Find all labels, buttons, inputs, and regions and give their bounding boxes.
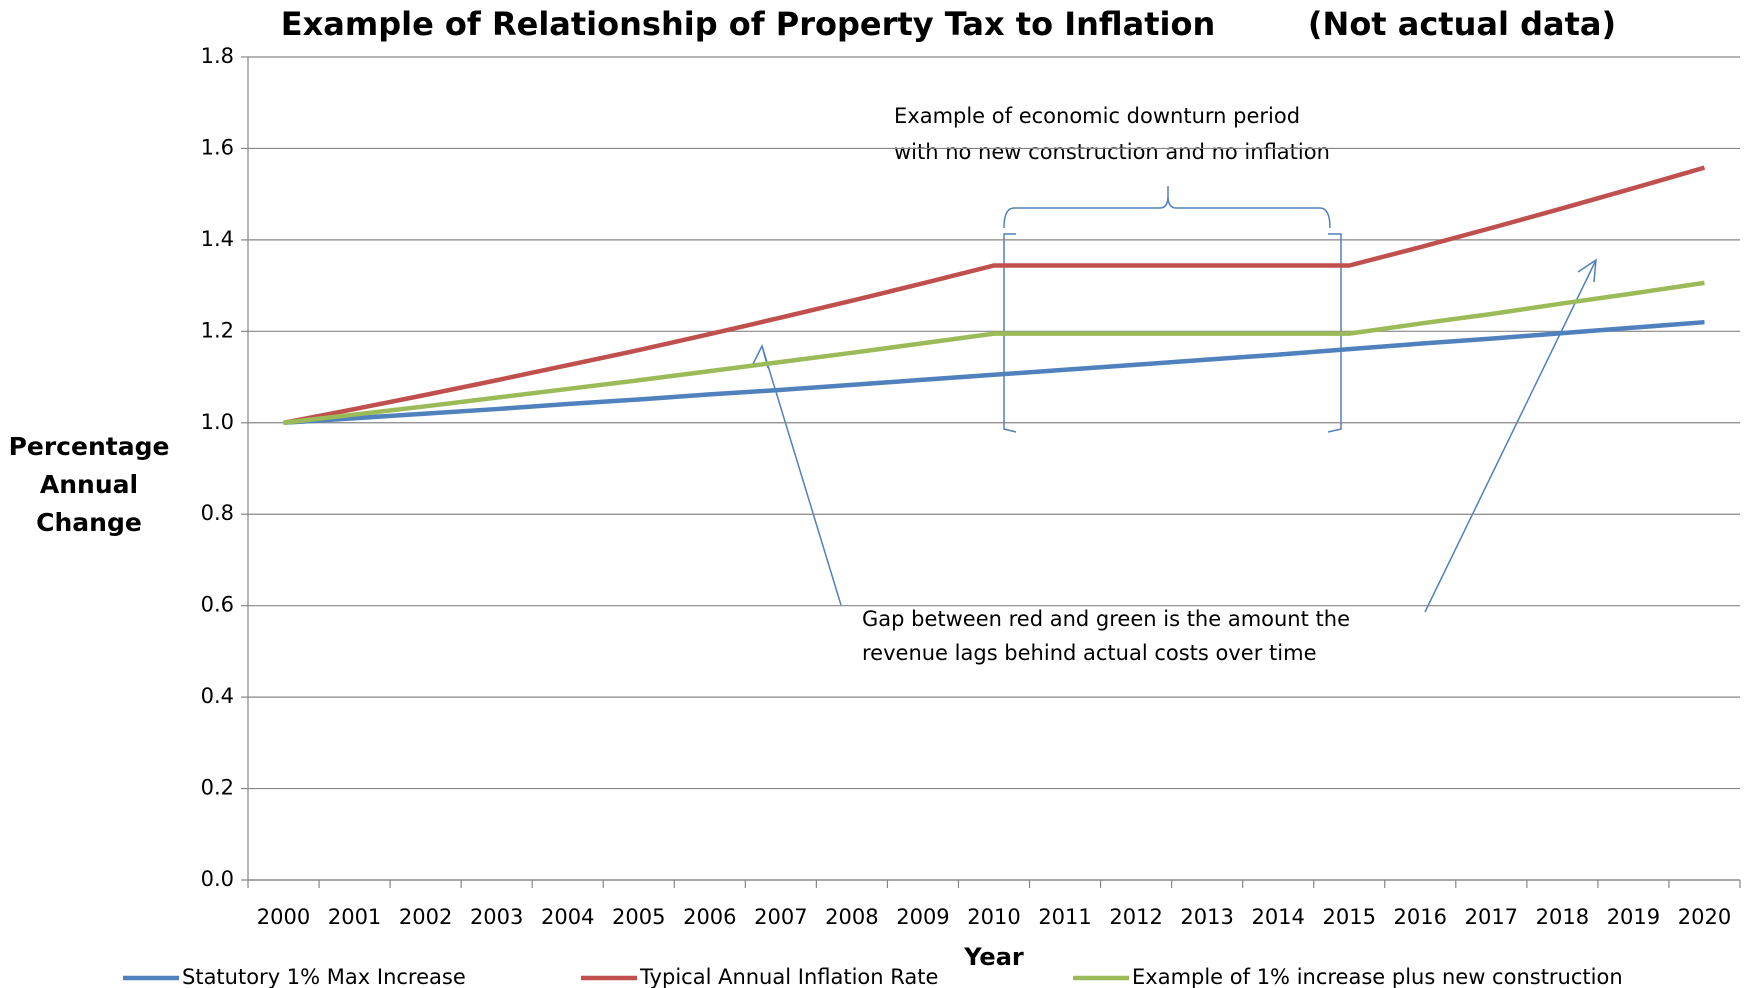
x-tick-label: 2008 xyxy=(825,905,878,929)
x-tick-label: 2018 xyxy=(1536,905,1589,929)
y-tick-label: 1.8 xyxy=(201,44,234,68)
legend-label: Statutory 1% Max Increase xyxy=(182,965,466,988)
x-tick-label: 2016 xyxy=(1394,905,1447,929)
x-tick-label: 2010 xyxy=(967,905,1020,929)
annotation-shapes xyxy=(751,186,1597,613)
x-tick-label: 2014 xyxy=(1251,905,1304,929)
y-tick-label: 0.6 xyxy=(201,593,234,617)
annotation: Example of economic downturn period xyxy=(894,104,1300,128)
legend-label: Example of 1% increase plus new construc… xyxy=(1132,965,1623,988)
y-tick-label: 1.0 xyxy=(201,410,234,434)
series-line xyxy=(283,165,1706,425)
y-tick-label: 1.2 xyxy=(201,318,234,342)
x-tick-label: 2005 xyxy=(612,905,665,929)
arrow xyxy=(1424,258,1597,613)
y-axis-label: Percentage Annual Change xyxy=(8,432,170,537)
x-tick-label: 2020 xyxy=(1678,905,1731,929)
y-tick-label: 0.8 xyxy=(201,501,234,525)
chart-title: Example of Relationship of Property Tax … xyxy=(281,5,1215,43)
x-tick-label: 2004 xyxy=(541,905,594,929)
y-tick-label: 0.4 xyxy=(201,684,234,708)
x-tick-label: 2000 xyxy=(257,905,310,929)
x-tick-label: 2012 xyxy=(1109,905,1162,929)
annotation: Gap between red and green is the amount … xyxy=(862,607,1350,631)
y-tick-label: 1.4 xyxy=(201,227,234,251)
x-tick-label: 2001 xyxy=(328,905,381,929)
series-line xyxy=(283,319,1705,426)
legend-label: Typical Annual Inflation Rate xyxy=(639,965,938,988)
y-tick-label: 1.6 xyxy=(201,135,234,159)
x-tick-label: 2003 xyxy=(470,905,523,929)
y-tick-label: 0.2 xyxy=(201,776,234,800)
x-tick-label: 2011 xyxy=(1038,905,1091,929)
x-tick-label: 2009 xyxy=(896,905,949,929)
brace xyxy=(1003,186,1331,229)
x-tick-label: 2015 xyxy=(1323,905,1376,929)
x-tick-label: 2007 xyxy=(754,905,807,929)
annotation: with no new construction and no inflatio… xyxy=(894,140,1330,164)
x-tick-label: 2013 xyxy=(1180,905,1233,929)
y-tick-label: 0.0 xyxy=(201,867,234,891)
x-axis-label: Year xyxy=(963,943,1024,971)
x-tick-label: 2006 xyxy=(683,905,736,929)
annotation: revenue lags behind actual costs over ti… xyxy=(862,641,1316,665)
x-tick-label: 2002 xyxy=(399,905,452,929)
series-line xyxy=(283,280,1705,426)
x-tick-label: 2019 xyxy=(1607,905,1660,929)
x-tick-label: 2017 xyxy=(1465,905,1518,929)
chart-subtitle: (Not actual data) xyxy=(1308,5,1616,43)
